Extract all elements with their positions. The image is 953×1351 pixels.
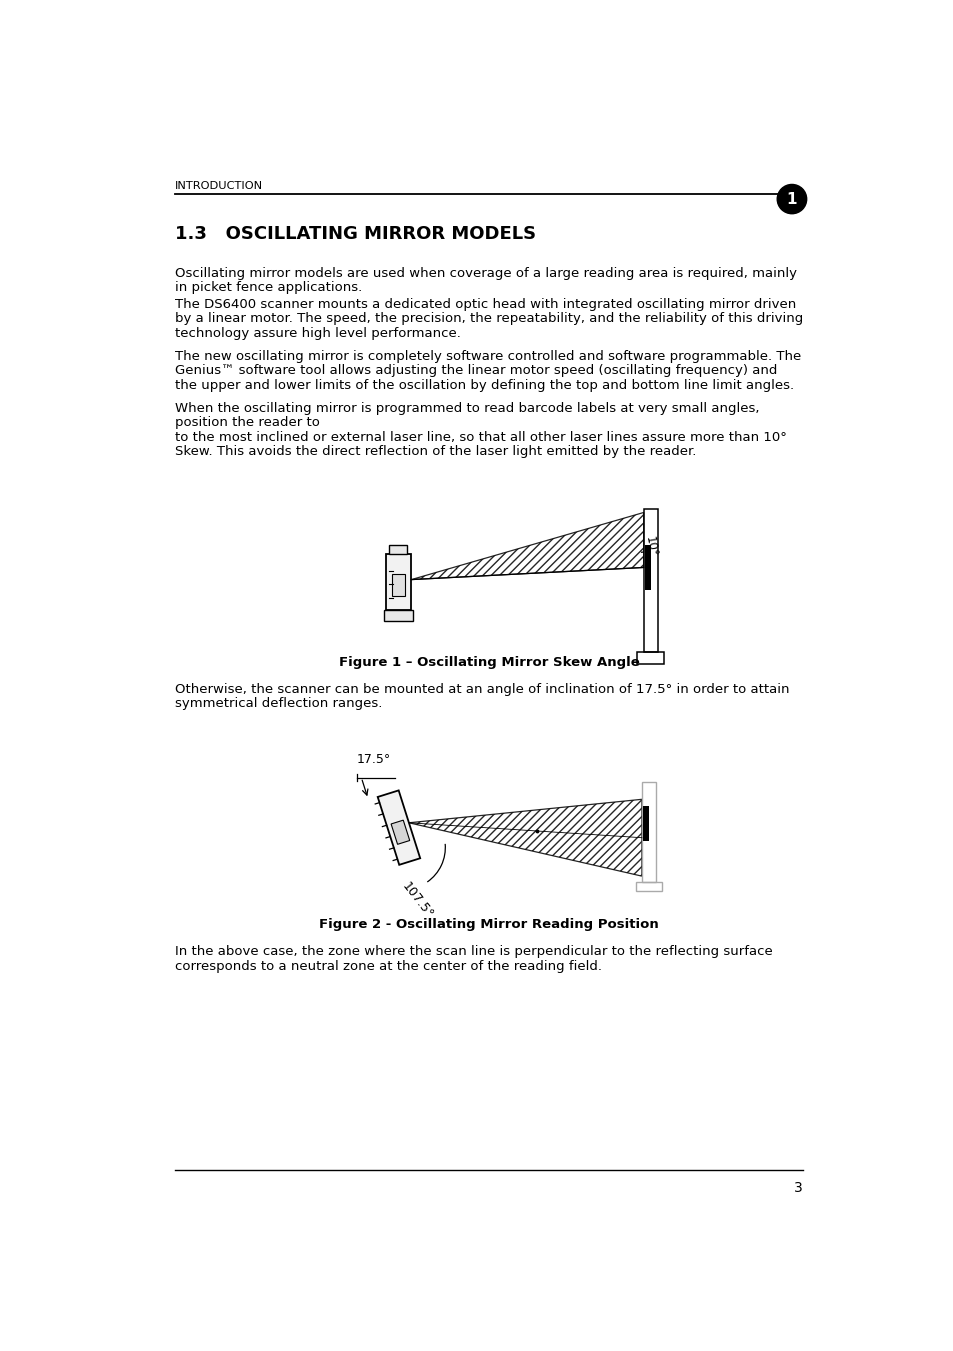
Text: technology assure high level performance.: technology assure high level performance… (174, 327, 460, 340)
Bar (643, 509, 657, 653)
Text: Genius™ software tool allows adjusting the linear motor speed (oscillating frequ: Genius™ software tool allows adjusting t… (174, 365, 777, 377)
Text: by a linear motor. The speed, the precision, the repeatability, and the reliabil: by a linear motor. The speed, the precis… (174, 312, 802, 326)
Text: In the above case, the zone where the scan line is perpendicular to the reflecti: In the above case, the zone where the sc… (174, 946, 772, 958)
Text: 17.5°: 17.5° (356, 754, 391, 766)
Text: 3: 3 (793, 1181, 802, 1194)
Polygon shape (409, 800, 641, 875)
Text: Figure 2 - Oscillating Mirror Reading Position: Figure 2 - Oscillating Mirror Reading Po… (318, 917, 659, 931)
Bar (644, 544, 650, 590)
Polygon shape (377, 790, 419, 865)
Bar (642, 805, 648, 842)
Text: When the oscillating mirror is programmed to read barcode labels at very small a: When the oscillating mirror is programme… (174, 401, 759, 415)
Polygon shape (411, 512, 643, 580)
Text: Skew. This avoids the direct reflection of the laser light emitted by the reader: Skew. This avoids the direct reflection … (174, 446, 696, 458)
Bar (386, 554, 410, 611)
Text: 107.5°: 107.5° (399, 880, 436, 921)
Polygon shape (391, 820, 409, 844)
Bar (641, 781, 655, 882)
Bar (383, 611, 413, 621)
Text: position the reader to: position the reader to (174, 416, 324, 430)
Text: corresponds to a neutral zone at the center of the reading field.: corresponds to a neutral zone at the cen… (174, 959, 601, 973)
Text: Otherwise, the scanner can be mounted at an angle of inclination of 17.5° in ord: Otherwise, the scanner can be mounted at… (174, 684, 789, 696)
Text: the upper and lower limits of the oscillation by defining the top and bottom lin: the upper and lower limits of the oscill… (174, 378, 793, 392)
Text: The DS6400 scanner mounts a dedicated optic head with integrated oscillating mir: The DS6400 scanner mounts a dedicated op… (174, 299, 796, 311)
Text: 1.3   OSCILLATING MIRROR MODELS: 1.3 OSCILLATING MIRROR MODELS (174, 226, 536, 243)
Text: 10°: 10° (642, 535, 659, 558)
Bar (389, 544, 407, 554)
Circle shape (777, 185, 806, 213)
Text: Oscillating mirror models are used when coverage of a large reading area is requ: Oscillating mirror models are used when … (174, 267, 796, 280)
Text: in picket fence applications.: in picket fence applications. (174, 281, 362, 295)
Text: 1: 1 (786, 192, 797, 207)
Text: Figure 1 – Oscillating Mirror Skew Angle: Figure 1 – Oscillating Mirror Skew Angle (338, 657, 639, 669)
Text: to the most inclined or external laser line, so that all other laser lines assur: to the most inclined or external laser l… (174, 431, 786, 443)
Bar (391, 574, 405, 596)
Text: INTRODUCTION: INTRODUCTION (174, 181, 263, 192)
Text: The new oscillating mirror is completely software controlled and software progra: The new oscillating mirror is completely… (174, 350, 801, 363)
Text: symmetrical deflection ranges.: symmetrical deflection ranges. (174, 697, 382, 711)
Bar (635, 882, 661, 892)
Bar (637, 653, 663, 663)
